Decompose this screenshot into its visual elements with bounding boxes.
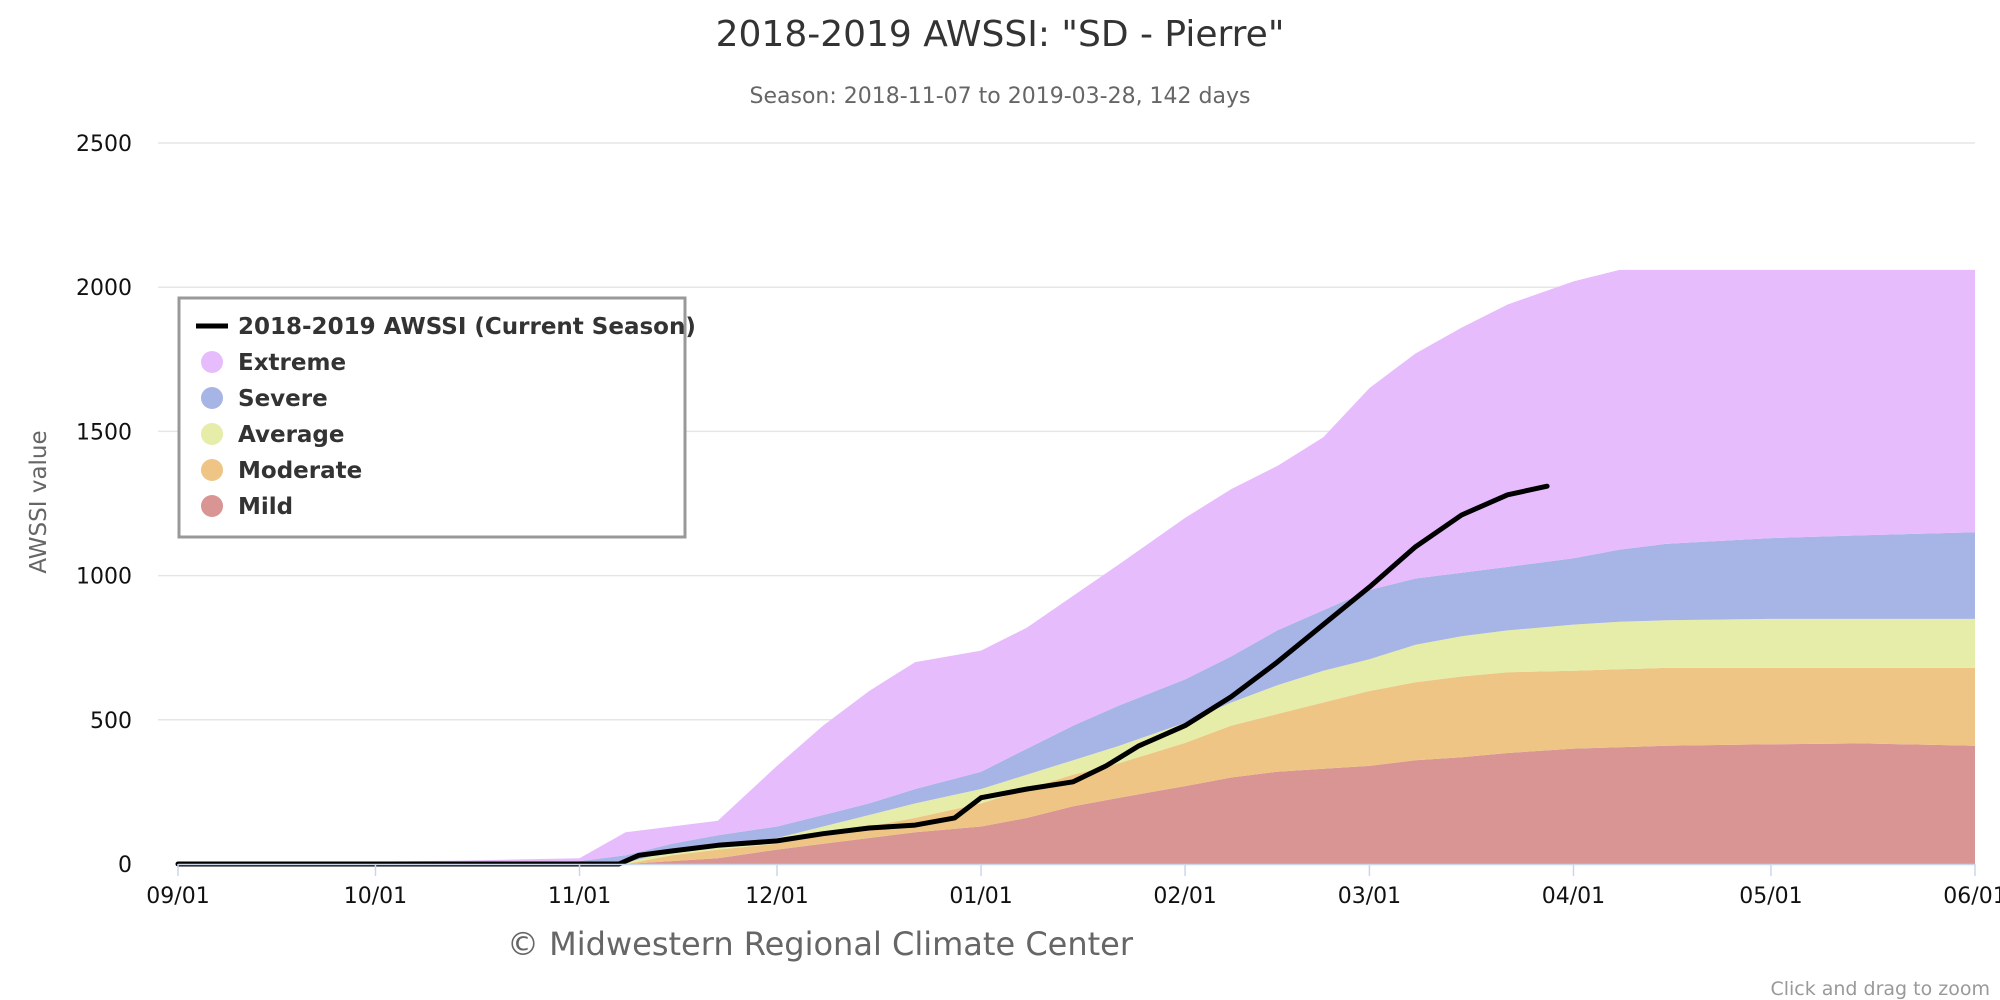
legend-color-symbol <box>201 351 223 373</box>
legend-item-severe[interactable]: Severe <box>201 386 328 412</box>
y-tick-label: 1500 <box>76 420 132 445</box>
legend-item-moderate[interactable]: Moderate <box>201 458 362 484</box>
zoom-hint: Click and drag to zoom <box>1770 978 1990 1000</box>
x-tick-label: 06/01 <box>1943 884 2000 909</box>
legend-label: Moderate <box>238 458 362 484</box>
legend[interactable]: 2018-2019 AWSSI (Current Season) Extreme S… <box>177 296 696 539</box>
x-tick-label: 04/01 <box>1542 884 1605 909</box>
y-tick-label: 2500 <box>76 132 132 157</box>
credit-text[interactable]: © Midwestern Regional Climate Center <box>507 925 1134 963</box>
legend-label: 2018-2019 AWSSI (Current Season) <box>238 314 696 340</box>
band-mild <box>178 743 1975 864</box>
legend-color-symbol <box>201 495 223 517</box>
band-extreme <box>178 269 1975 864</box>
band-severe <box>178 532 1975 864</box>
series-line-current-season[interactable] <box>175 483 1550 867</box>
percentile-bands <box>178 269 1975 864</box>
legend-color-symbol <box>201 387 223 409</box>
legend-box <box>177 296 687 539</box>
y-axis: 0 500 1000 1500 2000 2500 <box>76 132 132 878</box>
chart-subtitle: Season: 2018-11-07 to 2019-03-28, 142 da… <box>750 84 1251 109</box>
legend-item-2018-2019-awssi-current-season[interactable]: 2018-2019 AWSSI (Current Season) <box>196 314 696 340</box>
x-tick-label: 12/01 <box>745 884 808 909</box>
legend-item-mild[interactable]: Mild <box>201 494 293 520</box>
legend-item-extreme[interactable]: Extreme <box>201 350 346 376</box>
x-tick-label: 09/01 <box>146 884 209 909</box>
x-tick-label: 10/01 <box>344 884 407 909</box>
legend-color-symbol <box>201 423 223 445</box>
x-axis: 09/01 10/01 11/01 12/01 01/01 02/01 03/01 04/01… <box>146 863 2000 909</box>
chart-title: 2018-2019 AWSSI: "SD - Pierre" <box>716 14 1285 55</box>
legend-label: Severe <box>238 386 328 412</box>
y-axis-label: AWSSI value <box>26 430 52 573</box>
x-tick-label: 03/01 <box>1338 884 1401 909</box>
y-tick-label: 1000 <box>76 565 132 590</box>
legend-label: Extreme <box>238 350 346 376</box>
x-tick-label: 01/01 <box>949 884 1012 909</box>
y-tick-label: 500 <box>90 709 132 734</box>
legend-label: Mild <box>238 494 293 520</box>
y-tick-label: 2000 <box>76 276 132 301</box>
series-lines <box>175 483 1550 867</box>
y-tick-label: 0 <box>118 853 132 878</box>
band-average <box>178 618 1975 864</box>
x-tick-label: 11/01 <box>548 884 611 909</box>
x-tick-label: 05/01 <box>1739 884 1802 909</box>
legend-item-average[interactable]: Average <box>201 422 345 448</box>
legend-color-symbol <box>201 459 223 481</box>
x-tick-label: 02/01 <box>1153 884 1216 909</box>
legend-label: Average <box>238 422 345 448</box>
band-moderate <box>178 667 1975 864</box>
